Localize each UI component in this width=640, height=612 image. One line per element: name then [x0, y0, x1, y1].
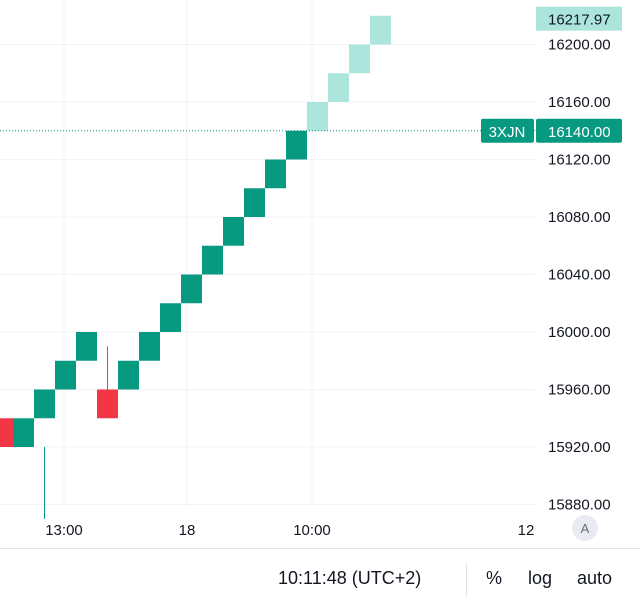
current-price-label-bg	[536, 118, 622, 143]
brick-up	[265, 159, 286, 189]
renko-bricks	[0, 15, 391, 519]
y-tick-label: 16080.00	[548, 209, 611, 226]
brick-up	[286, 130, 307, 160]
log-scale-toggle[interactable]: log	[528, 568, 553, 588]
grid-lines	[0, 0, 535, 506]
brick-up	[13, 418, 34, 447]
x-tick-label: 18	[179, 522, 196, 539]
percent-scale-toggle[interactable]: %	[486, 568, 503, 588]
x-tick-label: 13:00	[45, 522, 83, 539]
x-tick-label: 10:00	[293, 522, 331, 539]
clock-timezone[interactable]: 10:11:48 (UTC+2)	[278, 568, 422, 588]
y-tick-label: 15920.00	[548, 439, 611, 456]
x-axis[interactable]: 13:00 18 10:00 12	[45, 522, 534, 539]
brick-up	[349, 44, 370, 74]
top-price-label-bg	[536, 6, 622, 31]
current-price-label: 16140.00	[548, 124, 611, 141]
brick-up	[118, 360, 139, 390]
auto-scale-toggle[interactable]: auto	[577, 568, 613, 588]
brick-down	[0, 418, 13, 447]
top-price-label: 16217.97	[548, 12, 611, 29]
brick-up	[181, 274, 202, 304]
brick-up	[76, 332, 97, 361]
y-tick-label: 16200.00	[548, 37, 611, 54]
y-tick-label: 16160.00	[548, 94, 611, 111]
bottom-toolbar: 10:11:48 (UTC+2) % log auto	[0, 548, 640, 612]
brick-up	[34, 389, 55, 419]
y-axis[interactable]: 15880.00 15920.00 15960.00 16000.00 16040.00…	[548, 37, 611, 514]
brick-up	[139, 332, 160, 361]
x-tick-label: 12	[518, 522, 535, 539]
brick-up	[160, 303, 181, 332]
brick-up	[307, 102, 328, 131]
symbol-label: 3XJN	[489, 124, 526, 141]
y-tick-label: 16120.00	[548, 152, 611, 169]
auto-scale-button[interactable]: A	[572, 515, 598, 541]
brick-up	[328, 73, 349, 102]
brick-up	[244, 188, 265, 217]
y-tick-label: 15880.00	[548, 497, 611, 514]
symbol-label-bg	[481, 118, 534, 143]
y-tick-label: 16000.00	[548, 324, 611, 341]
brick-up	[223, 217, 244, 246]
brick-up	[55, 360, 76, 390]
y-tick-label: 15960.00	[548, 382, 611, 399]
y-tick-label: 16040.00	[548, 267, 611, 284]
brick-down	[97, 389, 118, 419]
brick-up	[202, 245, 223, 275]
toolbar-divider	[466, 563, 467, 597]
price-labels: 16217.97 3XJN 16140.00	[481, 6, 622, 143]
chart-area[interactable]: 15880.00 15920.00 15960.00 16000.00 16040.00…	[0, 0, 640, 548]
brick-up	[370, 15, 391, 45]
